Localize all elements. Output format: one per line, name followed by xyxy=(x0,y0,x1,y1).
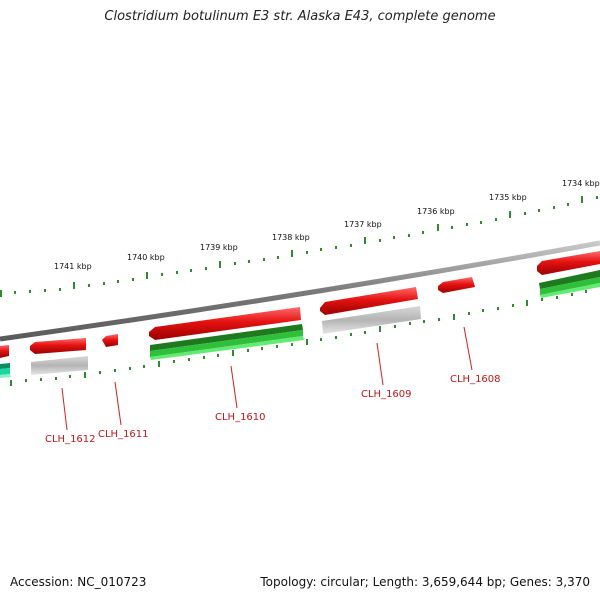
inner-scale-ring xyxy=(10,290,587,386)
cds-band-left-edge[interactable] xyxy=(0,363,11,378)
gene-label-clh1608[interactable]: CLH_1608 xyxy=(450,374,501,385)
scale-label-1740: 1740 kbp xyxy=(127,253,165,262)
leader-clh1609 xyxy=(376,342,384,386)
grey-feature-clh1609[interactable] xyxy=(322,306,421,334)
leader-clh1610 xyxy=(230,365,238,409)
outer-scale-ring xyxy=(0,196,598,297)
cds-band-clh1610[interactable] xyxy=(150,324,304,360)
scale-label-1738: 1738 kbp xyxy=(272,233,310,242)
scale-label-1734: 1734 kbp xyxy=(562,179,600,188)
gene-arrow-clh1608[interactable] xyxy=(438,277,475,293)
scale-label-1739: 1739 kbp xyxy=(200,243,238,252)
genome-backbone xyxy=(0,240,600,342)
leader-clh1612 xyxy=(61,387,68,431)
gene-arrow-far-left[interactable] xyxy=(0,345,9,358)
cds-band-right-edge[interactable] xyxy=(539,270,600,298)
forward-gene-track xyxy=(0,251,600,358)
scale-label-1741: 1741 kbp xyxy=(54,262,92,271)
gene-labels: CLH_1608 CLH_1609 CLH_1610 CLH_1611 CLH_… xyxy=(45,374,501,445)
gene-arrow-clh1612[interactable] xyxy=(30,338,86,354)
scale-label-1735: 1735 kbp xyxy=(489,193,527,202)
gene-arrow-clh1611[interactable] xyxy=(102,334,118,347)
scale-labels: 1734 kbp 1735 kbp 1736 kbp 1737 kbp 1738… xyxy=(54,179,600,271)
gene-arrow-clh1609[interactable] xyxy=(320,287,418,315)
gene-arrow-clh1610[interactable] xyxy=(149,307,301,340)
scale-label-1737: 1737 kbp xyxy=(344,220,382,229)
scale-label-1736: 1736 kbp xyxy=(417,207,455,216)
accession-text: Accession: NC_010723 xyxy=(10,575,147,589)
map-title: Clostridium botulinum E3 str. Alaska E43… xyxy=(104,9,496,24)
gene-arrow-right-edge[interactable] xyxy=(537,251,600,275)
gene-label-clh1609[interactable]: CLH_1609 xyxy=(361,389,412,400)
grey-feature-clh1612[interactable] xyxy=(31,356,88,375)
gene-label-clh1611[interactable]: CLH_1611 xyxy=(98,429,149,440)
outer-major-ticks xyxy=(0,196,583,297)
outer-minor-ticks xyxy=(14,196,598,294)
leader-clh1611 xyxy=(114,381,122,426)
gene-label-clh1612[interactable]: CLH_1612 xyxy=(45,434,96,445)
leader-clh1608 xyxy=(463,326,473,371)
reverse-feature-track xyxy=(0,270,600,378)
genome-summary-text: Topology: circular; Length: 3,659,644 bp… xyxy=(260,575,590,589)
label-leaders xyxy=(61,326,473,431)
gene-label-clh1610[interactable]: CLH_1610 xyxy=(215,412,266,423)
